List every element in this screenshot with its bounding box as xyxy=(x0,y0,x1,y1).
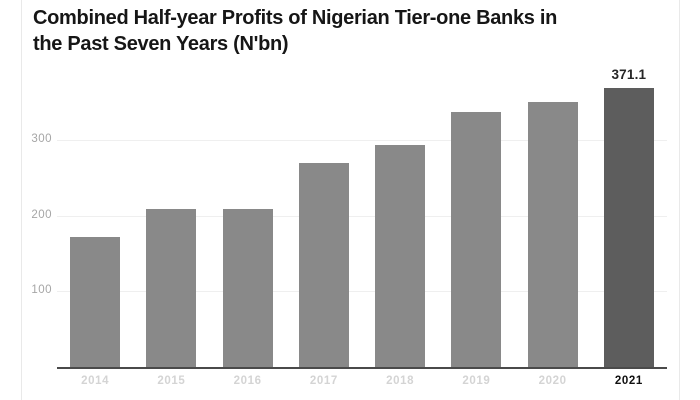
x-axis-label-2017: 2017 xyxy=(309,375,338,387)
bar-2016 xyxy=(222,209,273,368)
x-axis-label-2015: 2015 xyxy=(157,375,186,387)
x-axis-labels: 2014 2015 2016 2017 2018 2019 2020 2021 xyxy=(57,375,667,387)
x-axis-label-2016: 2016 xyxy=(233,375,262,387)
y-axis-tick-label-300: 300 xyxy=(31,133,52,146)
bar-2020 xyxy=(527,102,578,368)
gridline-100 xyxy=(57,291,667,293)
card-border-left xyxy=(21,0,22,400)
x-axis-label-2014: 2014 xyxy=(81,375,110,387)
bar-column-2019 xyxy=(438,0,514,368)
chart-title-line2: the Past Seven Years (N'bn) xyxy=(33,33,289,55)
x-axis-label-2020: 2020 xyxy=(538,375,567,387)
bar-2017 xyxy=(298,163,349,368)
bar-2015 xyxy=(146,209,197,368)
bar-columns: 371.1 xyxy=(57,0,667,368)
bar-column-2014 xyxy=(57,0,133,368)
bar-column-2021: 371.1 xyxy=(591,0,667,368)
bar-2021 xyxy=(603,87,654,368)
bar-2019 xyxy=(451,111,502,368)
x-axis-line xyxy=(57,367,667,369)
x-axis-label-2019: 2019 xyxy=(462,375,491,387)
bar-2014 xyxy=(70,237,121,368)
chart-title-line1: Combined Half-year Profits of Nigerian T… xyxy=(33,7,558,29)
bar-column-2017 xyxy=(286,0,362,368)
card-border-right xyxy=(679,0,680,400)
plot-area: 371.1 xyxy=(57,0,667,369)
x-axis-label-2018: 2018 xyxy=(386,375,415,387)
y-axis-tick-label-200: 200 xyxy=(31,208,52,221)
bar-column-2015 xyxy=(133,0,209,368)
chart-title: Combined Half-year Profits of Nigerian T… xyxy=(33,5,668,57)
bar-column-2018 xyxy=(362,0,438,368)
bar-value-label: 371.1 xyxy=(611,66,647,82)
x-axis-label-2021: 2021 xyxy=(614,375,643,387)
gridline-300 xyxy=(57,140,667,142)
gridline-200 xyxy=(57,215,667,217)
y-axis-tick-label-100: 100 xyxy=(31,284,52,297)
bar-column-2020 xyxy=(515,0,591,368)
bar-column-2016 xyxy=(210,0,286,368)
bar-2018 xyxy=(375,145,426,368)
